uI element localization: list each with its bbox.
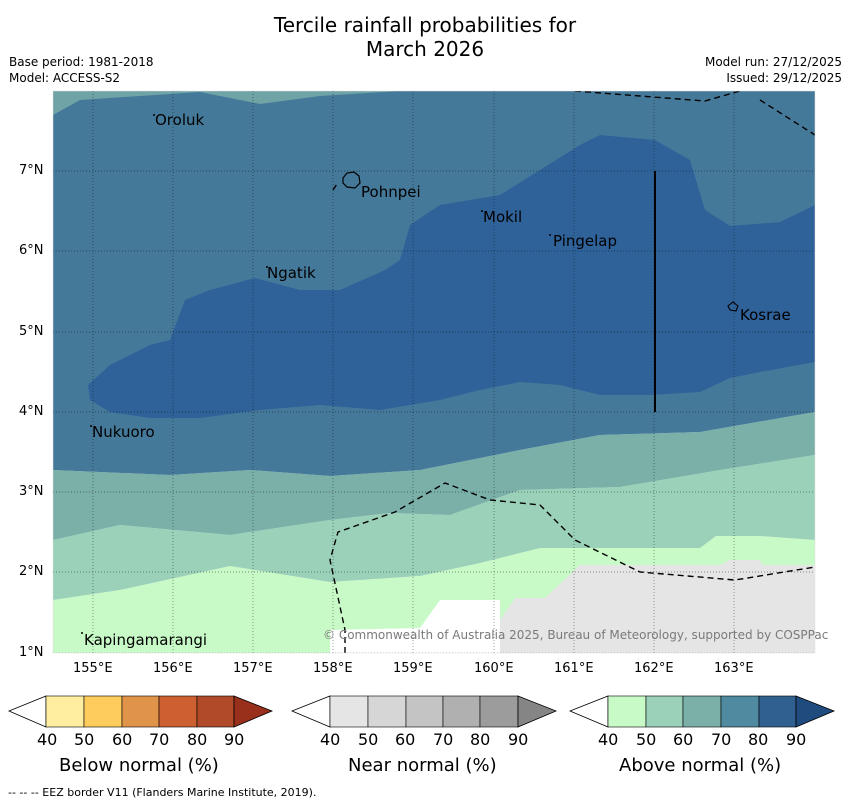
colorbar-tick: 50 <box>74 730 95 749</box>
issued-date: Issued: 29/12/2025 <box>726 71 842 85</box>
cb1-seg1 <box>329 695 369 728</box>
lon-tick: 159°E <box>393 661 433 676</box>
map-title-line1: Tercile rainfall probabilities for <box>273 13 577 37</box>
lat-tick: 7°N <box>19 163 44 178</box>
colorbar-tick: 50 <box>358 730 379 749</box>
colorbar-tick: 40 <box>598 730 619 749</box>
colorbar-tick: 90 <box>786 730 807 749</box>
graticule <box>53 91 815 653</box>
cb1-seg3 <box>405 695 444 728</box>
place-label-nukuoro: Nukuoro <box>92 423 155 441</box>
model-name: Model: ACCESS-S2 <box>9 71 121 85</box>
colorbar-above-normal <box>568 695 836 728</box>
model-run: Model run: 27/12/2025 <box>704 55 842 69</box>
cb2-seg6 <box>795 695 836 728</box>
lat-tick: 5°N <box>19 324 44 339</box>
eez-border <box>329 91 815 653</box>
colorbar-tick: 80 <box>187 730 208 749</box>
map-credit: © Commonwealth of Australia 2025, Bureau… <box>323 628 829 642</box>
cb0-seg0 <box>7 695 47 728</box>
pohnpei-island-shape <box>342 171 361 189</box>
cb0-seg2 <box>83 695 123 728</box>
cb2-seg3 <box>682 695 722 728</box>
colorbar-tick: 40 <box>37 730 58 749</box>
lon-tick: 155°E <box>73 661 113 676</box>
place-label-pohnpei: Pohnpei <box>361 183 421 201</box>
colorbar-label-above: Above normal (%) <box>619 755 782 776</box>
lon-tick: 161°E <box>554 661 594 676</box>
colorbar-tick: 90 <box>224 730 245 749</box>
cb1-seg4 <box>442 695 481 728</box>
cb0-seg3 <box>121 695 160 728</box>
colorbar-tick: 70 <box>711 730 732 749</box>
base-period: Base period: 1981-2018 <box>9 55 154 69</box>
lon-tick: 156°E <box>153 661 193 676</box>
lat-tick: 3°N <box>19 484 44 499</box>
lat-tick: 1°N <box>19 645 44 660</box>
place-label-mokil: Mokil <box>483 208 523 226</box>
cb0-seg1 <box>45 695 85 728</box>
probability-shading <box>53 91 815 653</box>
cb2-seg2 <box>645 695 684 728</box>
kosrae-island-shape <box>727 301 739 312</box>
cb0-seg6 <box>233 695 274 728</box>
lon-tick: 158°E <box>313 661 353 676</box>
place-label-oroluk: Oroluk <box>155 111 205 129</box>
lat-tick: 4°N <box>19 404 44 419</box>
lat-tick: 6°N <box>19 243 44 258</box>
colorbar-near-normal <box>290 695 558 728</box>
cb1-seg6 <box>517 695 558 728</box>
colorbar-tick: 60 <box>112 730 133 749</box>
colorbar-tick: 80 <box>470 730 491 749</box>
place-label-kosrae: Kosrae <box>740 306 791 324</box>
lon-tick: 160°E <box>474 661 514 676</box>
cb0-seg5 <box>196 695 235 728</box>
colorbar-label-below: Below normal (%) <box>59 755 219 776</box>
cb1-seg5 <box>479 695 519 728</box>
colorbar-label-near: Near normal (%) <box>348 755 497 776</box>
colorbar-tick: 90 <box>508 730 529 749</box>
lon-tick: 157°E <box>233 661 273 676</box>
colorbar-below-normal <box>7 695 274 728</box>
cb2-seg5 <box>758 695 797 728</box>
cb1-seg0 <box>290 695 331 728</box>
place-label-ngatik: Ngatik <box>267 264 316 282</box>
atoll-markers <box>81 114 551 634</box>
cb0-seg4 <box>158 695 198 728</box>
colorbar-tick: 40 <box>320 730 341 749</box>
lat-tick: 2°N <box>19 564 44 579</box>
colorbar-tick: 70 <box>433 730 454 749</box>
lon-tick: 162°E <box>634 661 674 676</box>
place-label-kapingamarangi: Kapingamarangi <box>84 631 208 649</box>
map-title-line2: March 2026 <box>365 37 485 61</box>
colorbar-tick: 60 <box>673 730 694 749</box>
colorbar-tick: 80 <box>748 730 769 749</box>
cb2-seg1 <box>607 695 647 728</box>
cb1-seg2 <box>367 695 407 728</box>
colorbar-tick: 70 <box>149 730 170 749</box>
eez-footer-note: -- -- -- EEZ border V11 (Flanders Marine… <box>8 786 317 799</box>
colorbar-tick: 50 <box>636 730 657 749</box>
cb2-seg4 <box>720 695 760 728</box>
cb2-seg0 <box>568 695 609 728</box>
colorbar-tick: 60 <box>395 730 416 749</box>
lon-tick: 163°E <box>714 661 754 676</box>
place-label-pingelap: Pingelap <box>553 232 618 250</box>
